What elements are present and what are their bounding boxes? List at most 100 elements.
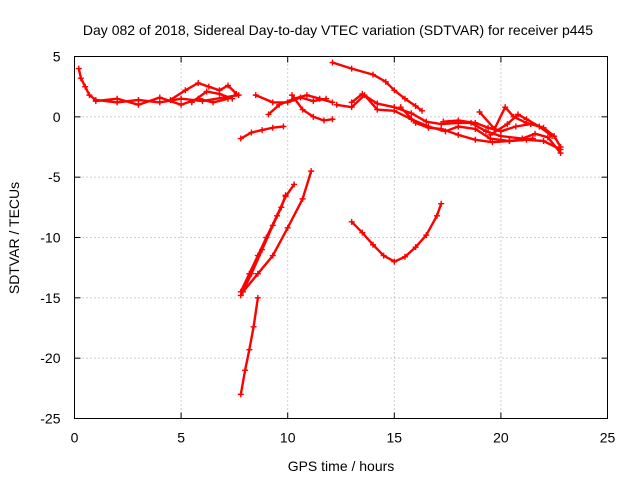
- data-point: [114, 95, 121, 102]
- series-arc-8: [288, 92, 336, 124]
- series-arc-4: [188, 88, 236, 106]
- data-point: [425, 124, 432, 131]
- data-point: [77, 75, 84, 82]
- data-point: [92, 98, 99, 105]
- data-point: [412, 244, 419, 251]
- data-point: [303, 92, 310, 99]
- y-tick-label: 0: [53, 109, 61, 125]
- data-point: [369, 71, 376, 78]
- data-point: [239, 288, 246, 295]
- data-point: [491, 125, 498, 132]
- data-point: [242, 367, 249, 374]
- data-point: [259, 246, 266, 253]
- data-point: [419, 107, 426, 114]
- y-tick-label: -10: [40, 230, 60, 246]
- x-tick-label: 0: [71, 430, 79, 446]
- data-point: [438, 200, 445, 207]
- series-arc-19: [237, 294, 261, 398]
- data-point: [412, 102, 419, 109]
- x-tick-label: 15: [387, 430, 403, 446]
- data-point: [502, 104, 509, 111]
- series-line: [331, 61, 424, 112]
- data-point: [323, 95, 330, 102]
- y-tick-label: -15: [40, 290, 60, 306]
- data-point: [504, 121, 511, 128]
- series-arc-3: [167, 80, 240, 103]
- data-point: [485, 124, 492, 131]
- data-point: [310, 98, 317, 105]
- data-point: [269, 252, 276, 259]
- data-point: [557, 144, 564, 150]
- data-point: [248, 129, 255, 136]
- y-tick-label: -5: [48, 169, 61, 185]
- series-line: [442, 119, 562, 149]
- data-point: [329, 99, 336, 106]
- data-point: [348, 218, 355, 225]
- data-point: [269, 99, 276, 106]
- data-point: [229, 95, 236, 102]
- axis-ticks: 0 5 10 15 20 25 5 0 -5 -10 -15 -20 -25: [40, 49, 615, 446]
- data-point: [182, 87, 189, 94]
- data-point: [288, 92, 295, 99]
- data-point: [248, 270, 255, 277]
- data-point: [75, 65, 82, 72]
- data-point: [135, 101, 142, 108]
- data-point: [233, 90, 240, 97]
- data-point: [401, 95, 408, 102]
- data-point: [557, 150, 564, 157]
- data-point: [205, 83, 212, 90]
- data-point: [412, 119, 419, 126]
- data-point: [259, 127, 266, 134]
- y-tick-label: -20: [40, 350, 60, 366]
- data-point: [523, 119, 530, 126]
- data-point: [156, 94, 163, 101]
- data-point: [391, 258, 398, 265]
- x-tick-label: 20: [493, 430, 509, 446]
- data-point: [397, 104, 404, 111]
- data-point: [359, 90, 366, 97]
- data-point: [391, 104, 398, 111]
- data-point: [82, 83, 89, 90]
- series-arc-12: [397, 104, 536, 146]
- data-point: [536, 123, 543, 130]
- data-point: [423, 118, 430, 125]
- data-point: [455, 131, 462, 138]
- data-point: [514, 111, 521, 118]
- data-point: [237, 391, 244, 398]
- data-point: [510, 113, 517, 120]
- data-point: [291, 181, 298, 188]
- x-axis-label: GPS time / hours: [288, 458, 395, 474]
- data-point: [440, 118, 447, 125]
- data-point: [529, 135, 536, 142]
- data-point: [482, 128, 489, 135]
- data-point: [210, 99, 217, 106]
- data-point: [299, 195, 306, 202]
- data-point: [265, 111, 272, 118]
- y-tick-label: -25: [40, 411, 60, 427]
- data-point: [237, 292, 244, 299]
- data-point: [329, 59, 336, 66]
- data-point: [195, 80, 202, 87]
- data-point: [374, 106, 381, 113]
- data-point: [246, 346, 253, 353]
- series-line: [489, 113, 554, 138]
- data-point: [299, 106, 306, 113]
- data-point: [489, 139, 496, 146]
- data-point: [423, 232, 430, 239]
- data-point: [391, 87, 398, 94]
- data-point: [382, 78, 389, 85]
- plot-frame: [74, 56, 608, 419]
- series-arc-14: [487, 111, 556, 140]
- data-point: [237, 135, 244, 142]
- series-line: [190, 90, 234, 104]
- data-point: [369, 241, 376, 248]
- data-point: [310, 113, 317, 120]
- series-line: [350, 202, 443, 263]
- series-arc-20: [348, 200, 445, 265]
- data-point: [544, 134, 551, 141]
- data-point: [254, 294, 261, 301]
- y-tick-label: 5: [53, 49, 61, 65]
- data-point: [188, 99, 195, 106]
- data-point: [320, 117, 327, 124]
- data-point: [348, 99, 355, 106]
